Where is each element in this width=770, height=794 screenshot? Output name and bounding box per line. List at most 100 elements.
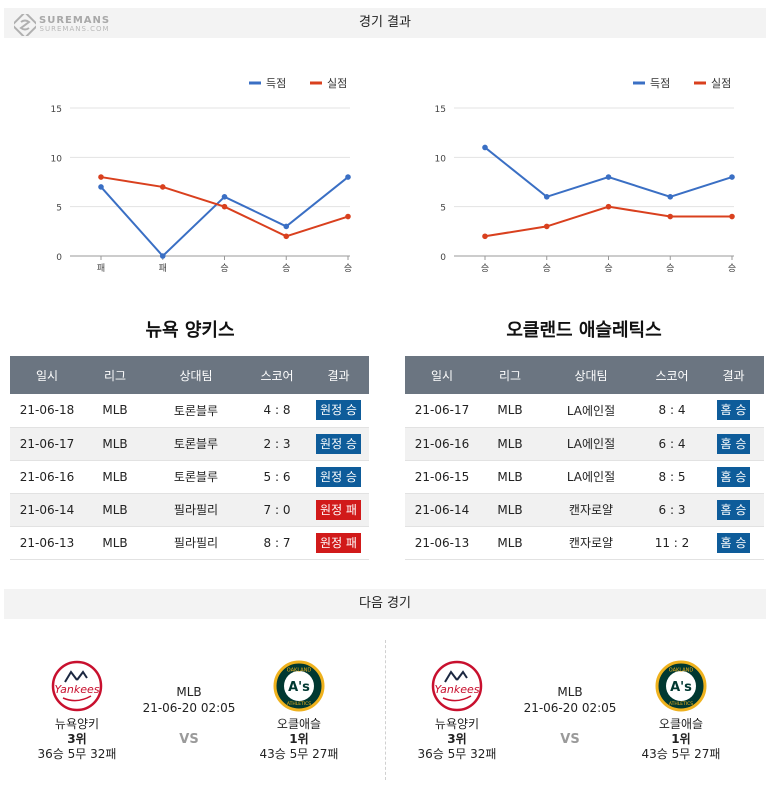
table-row: 21-06-13 MLB 필라필리 8 : 7 원정 패	[10, 526, 369, 560]
result-badge[interactable]: 홈 승	[716, 433, 751, 454]
row-opponent: 캔자로얄	[541, 493, 641, 527]
next-game-header-bar: 다음 경기	[4, 589, 766, 619]
athletics-logo-top: OAKLAND	[287, 668, 312, 674]
yankees-logo-text: Yankees	[434, 683, 479, 696]
y-tick-label: 10	[51, 154, 63, 164]
result-badge[interactable]: 홈 승	[716, 532, 751, 553]
result-badge[interactable]: 홈 승	[716, 499, 751, 520]
home-team-rank: 3위	[67, 732, 87, 746]
chart-left: 0 5 10 15 패 패 승 승 승 득점 실점	[4, 64, 384, 284]
row-date: 21-06-15	[405, 460, 479, 494]
y-tick-label: 10	[435, 154, 447, 164]
x-tick-label: 승	[344, 263, 352, 274]
data-point	[605, 174, 612, 180]
site-logo[interactable]: SUREMANS SUREMANS.COM	[14, 14, 110, 36]
col-result: 결과	[308, 356, 369, 394]
legend-label: 득점	[650, 77, 670, 90]
x-tick-label: 승	[220, 263, 228, 274]
row-league: MLB	[84, 526, 146, 560]
result-badge[interactable]: 원정 승	[316, 400, 361, 421]
row-date: 21-06-17	[405, 394, 479, 428]
data-point	[283, 223, 290, 230]
series-line-scored	[484, 146, 733, 198]
match-league: MLB	[176, 685, 202, 699]
vs-label: VS	[560, 732, 580, 747]
row-league: MLB	[479, 394, 541, 428]
row-opponent: 필라필리	[146, 493, 246, 527]
row-score: 4 : 8	[246, 394, 308, 428]
col-date: 일시	[405, 356, 479, 394]
table-row: 21-06-14 MLB 필라필리 7 : 0 원정 패	[10, 493, 369, 527]
data-point	[543, 194, 550, 200]
data-point	[543, 223, 550, 230]
col-date: 일시	[10, 356, 84, 394]
row-score: 8 : 7	[246, 526, 308, 560]
col-result: 결과	[703, 356, 764, 394]
row-date: 21-06-14	[10, 493, 84, 527]
home-team-record: 36승 5무 32패	[37, 747, 117, 761]
result-badge[interactable]: 홈 승	[716, 400, 751, 421]
row-league: MLB	[479, 526, 541, 560]
data-point	[98, 174, 104, 180]
result-badge[interactable]: 원정 패	[316, 532, 361, 553]
data-point	[221, 203, 228, 210]
row-result: 홈 승	[703, 427, 764, 461]
match-info: MLB 21-06-20 02:05	[129, 684, 249, 716]
match-card-2[interactable]: Yankees 뉴욕양키 3위 36승 5무 32패 MLB 21-06-20 …	[386, 640, 770, 780]
chart-right: 0 5 10 15 승 승 승 승 승 득점 실점	[388, 64, 768, 284]
data-point	[729, 174, 735, 180]
data-point	[159, 184, 166, 190]
yankees-logo-icon: Yankees	[51, 660, 103, 712]
col-score: 스코어	[641, 356, 703, 394]
team-title-left: 뉴욕 양키스	[145, 320, 235, 341]
legend-label: 실점	[711, 77, 731, 90]
row-date: 21-06-16	[405, 427, 479, 461]
table-row: 21-06-17 MLB 토론블루 2 : 3 원정 승	[10, 427, 369, 461]
result-badge[interactable]: 원정 승	[316, 466, 361, 487]
away-team[interactable]: OAKLAND A's ATHLETICS 오클애슬 1위 43승 5무 27패	[626, 660, 736, 762]
row-date: 21-06-13	[10, 526, 84, 560]
athletics-logo-top: OAKLAND	[669, 668, 694, 674]
yankees-logo-text: Yankees	[54, 683, 99, 696]
away-team[interactable]: OAKLAND A's ATHLETICS 오클애슬 1위 43승 5무 27패	[244, 660, 354, 762]
legend-label: 득점	[266, 77, 286, 90]
row-result: 홈 승	[703, 526, 764, 560]
row-result: 홈 승	[703, 460, 764, 494]
result-badge[interactable]: 원정 승	[316, 433, 361, 454]
row-result: 원정 승	[308, 427, 369, 461]
row-league: MLB	[479, 493, 541, 527]
y-tick-label: 5	[440, 204, 446, 214]
data-point	[345, 174, 351, 180]
data-point	[667, 213, 674, 220]
y-tick-label: 15	[51, 105, 62, 115]
results-title: 경기 결과	[359, 15, 411, 30]
home-team[interactable]: Yankees 뉴욕양키 3위 36승 5무 32패	[22, 660, 132, 762]
away-team-record: 43승 5무 27패	[641, 747, 721, 761]
row-opponent: 토론블루	[146, 460, 246, 494]
x-tick-label: 승	[481, 263, 489, 274]
row-opponent: 캔자로얄	[541, 526, 641, 560]
athletics-logo-icon: OAKLAND A's ATHLETICS	[273, 660, 325, 712]
logo-main-text: SUREMANS	[39, 15, 111, 26]
row-league: MLB	[84, 493, 146, 527]
row-result: 원정 승	[308, 460, 369, 494]
row-opponent: LA에인절	[541, 427, 641, 461]
x-tick-label: 승	[728, 263, 736, 274]
match-card-1[interactable]: Yankees 뉴욕양키 3위 36승 5무 32패 MLB 21-06-20 …	[0, 640, 384, 780]
x-tick-label: 패	[97, 263, 105, 274]
home-team[interactable]: Yankees 뉴욕양키 3위 36승 5무 32패	[402, 660, 512, 762]
col-league: 리그	[479, 356, 541, 394]
match-league: MLB	[557, 685, 583, 699]
result-badge[interactable]: 원정 패	[316, 499, 361, 520]
col-league: 리그	[84, 356, 146, 394]
table-row: 21-06-16 MLB LA에인절 6 : 4 홈 승	[405, 427, 764, 461]
away-team-name: 오클애슬	[276, 717, 322, 731]
row-result: 원정 패	[308, 526, 369, 560]
result-badge[interactable]: 홈 승	[716, 466, 751, 487]
row-score: 2 : 3	[246, 427, 308, 461]
row-score: 6 : 3	[641, 493, 703, 527]
x-tick-label: 승	[604, 263, 612, 274]
data-point	[482, 144, 488, 151]
data-point	[345, 213, 351, 220]
